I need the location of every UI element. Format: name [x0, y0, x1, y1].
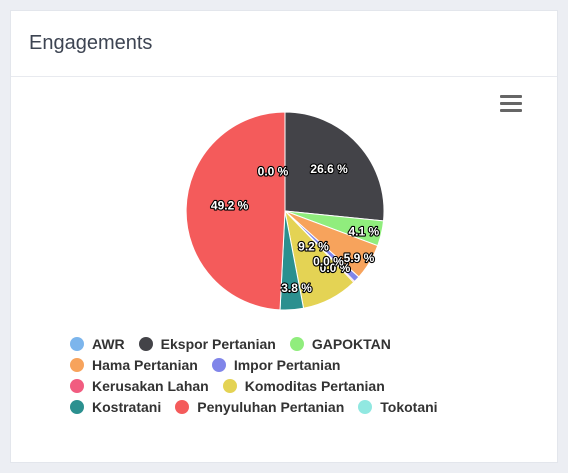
legend-label: Hama Pertanian [92, 356, 198, 373]
legend-label: Impor Pertanian [233, 356, 341, 373]
legend-item-hama-pertanian[interactable]: Hama Pertanian [70, 357, 198, 373]
data-label-awr: 0.0 % [258, 164, 289, 178]
legend-row: Kostratani Penyuluhan Pertanian Tokotani [70, 396, 510, 417]
legend-item-awr[interactable]: AWR [70, 336, 125, 352]
data-label-penyuluhan-pertanian: 49.2 % [211, 199, 249, 213]
legend-marker [70, 336, 84, 351]
legend-item-ekspor-pertanian[interactable]: Ekspor Pertanian [138, 335, 276, 352]
pie-slice-penyuluhan-pertanian[interactable] [185, 111, 286, 311]
legend-item-gapoktan[interactable]: GAPOKTAN [289, 335, 391, 352]
legend-item-kerusakan-lahan[interactable]: Kerusakan Lahan [70, 378, 209, 394]
legend-label: Ekspor Pertanian [160, 335, 276, 352]
legend-item-impor-pertanian[interactable]: Impor Pertanian [211, 356, 341, 373]
legend-item-komoditas-pertanian[interactable]: Komoditas Pertanian [222, 377, 385, 394]
legend-marker [70, 378, 84, 393]
data-label-kerusakan-lahan: 0.0 % [313, 255, 344, 269]
legend-label: Tokotani [380, 398, 438, 415]
legend-label: Komoditas Pertanian [244, 377, 385, 394]
legend-marker [211, 357, 226, 372]
pie-slice-ekspor-pertanian[interactable] [284, 111, 385, 222]
legend-item-kostratani[interactable]: Kostratani [70, 399, 161, 415]
chart-legend: AWR Ekspor Pertanian GAPOKTAN Hama Pertania… [70, 333, 510, 417]
legend-label: AWR [92, 335, 125, 352]
legend-row: AWR Ekspor Pertanian GAPOKTAN [70, 333, 510, 354]
legend-marker [289, 336, 304, 351]
hamburger-menu-icon[interactable] [500, 95, 522, 113]
data-label-hama-pertanian: 5.9 % [344, 251, 375, 265]
legend-row: Kerusakan Lahan Komoditas Pertanian [70, 375, 510, 396]
data-label-komoditas-pertanian: 9.2 % [298, 240, 329, 254]
legend-item-tokotani[interactable]: Tokotani [358, 398, 438, 415]
legend-marker [222, 378, 237, 393]
legend-item-penyuluhan-pertanian[interactable]: Penyuluhan Pertanian [175, 399, 344, 415]
data-label-gapoktan: 4.1 % [348, 224, 379, 238]
legend-marker [175, 399, 190, 414]
legend-label: Kostratani [92, 398, 162, 415]
data-label-ekspor-pertanian: 26.6 % [310, 162, 348, 176]
legend-marker [70, 399, 84, 414]
legend-label: GAPOKTAN [311, 335, 391, 352]
legend-marker [138, 336, 153, 351]
legend-marker [358, 399, 373, 414]
legend-marker [70, 357, 84, 372]
data-label-kostratani: 3.8 % [281, 281, 312, 295]
legend-label: Penyuluhan Pertanian [197, 398, 345, 415]
card-title: Engagements [29, 32, 153, 54]
data-label-impor-pertanian: 0.0 % [320, 261, 351, 275]
legend-label: Kerusakan Lahan [92, 377, 209, 394]
card-header: Engagements [11, 11, 557, 77]
legend-row: Hama Pertanian Impor Pertanian [70, 354, 510, 375]
